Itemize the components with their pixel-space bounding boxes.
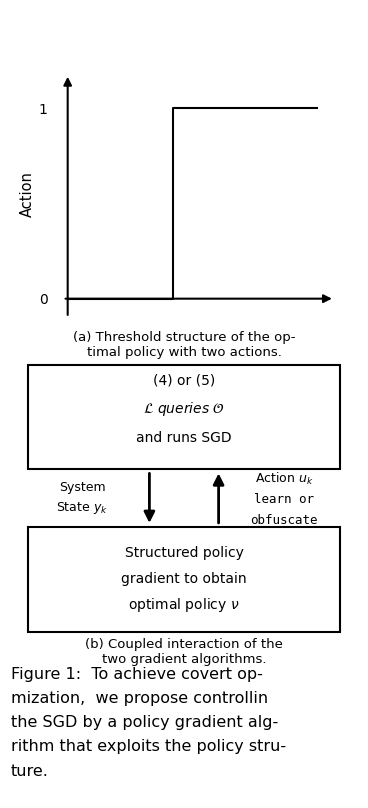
FancyBboxPatch shape: [28, 527, 340, 632]
Text: (a) Threshold structure of the op-: (a) Threshold structure of the op-: [73, 331, 295, 344]
Text: the SGD by a policy gradient alg-: the SGD by a policy gradient alg-: [11, 715, 278, 730]
Text: learn or: learn or: [254, 493, 314, 506]
Text: (4) or (5): (4) or (5): [153, 373, 215, 387]
Text: (b) Coupled interaction of the: (b) Coupled interaction of the: [85, 638, 283, 651]
Y-axis label: Action: Action: [20, 171, 35, 217]
Text: Action $u_k$: Action $u_k$: [255, 471, 314, 487]
Text: Figure 1:  To achieve covert op-: Figure 1: To achieve covert op-: [11, 667, 263, 682]
Text: obfuscate: obfuscate: [251, 514, 318, 527]
Text: two gradient algorithms.: two gradient algorithms.: [102, 653, 266, 666]
Text: optimal policy $\nu$: optimal policy $\nu$: [128, 596, 240, 614]
FancyBboxPatch shape: [28, 365, 340, 469]
Text: State: State: [179, 375, 218, 390]
Text: State $y_k$: State $y_k$: [56, 500, 108, 516]
Text: and runs SGD: and runs SGD: [136, 431, 232, 445]
Text: gradient to obtain: gradient to obtain: [121, 572, 247, 587]
Text: Structured policy: Structured policy: [124, 546, 244, 560]
Text: ture.: ture.: [11, 764, 49, 779]
Text: timal policy with two actions.: timal policy with two actions.: [86, 346, 282, 359]
Text: $\mathcal{L}$ queries $\mathcal{O}$: $\mathcal{L}$ queries $\mathcal{O}$: [143, 400, 225, 418]
Text: System: System: [59, 481, 105, 494]
Text: rithm that exploits the policy stru-: rithm that exploits the policy stru-: [11, 739, 286, 755]
Text: mization,  we propose controllin: mization, we propose controllin: [11, 691, 268, 706]
